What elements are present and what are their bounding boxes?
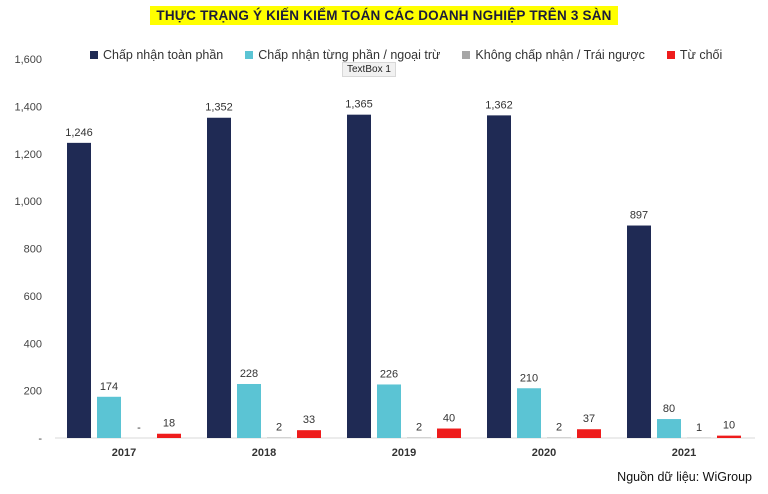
bar: [237, 383, 261, 438]
data-label: 2: [556, 422, 562, 434]
y-tick-label: -: [38, 433, 42, 445]
legend-label-full-acceptance: Chấp nhận toàn phần: [103, 48, 224, 62]
bar: [717, 435, 741, 438]
y-tick-label: 600: [24, 291, 42, 303]
bar: [207, 117, 231, 439]
data-label: 174: [100, 381, 118, 393]
data-label: 33: [303, 414, 315, 426]
legend-label-partial-acceptance: Chấp nhận từng phần / ngoại trừ: [258, 48, 441, 62]
data-label: 1: [696, 422, 702, 434]
y-tick-label: 1,400: [14, 101, 42, 113]
legend-swatch-disclaimer: [666, 51, 675, 59]
y-tick-label: 1,200: [14, 149, 42, 161]
y-tick-label: 400: [24, 338, 42, 350]
legend-swatch-full-acceptance: [90, 51, 98, 59]
data-label: 2: [416, 422, 422, 434]
bar: [377, 384, 401, 438]
bar: [97, 396, 121, 438]
data-label: 1,352: [205, 102, 233, 114]
legend-item-full-acceptance: Chấp nhận toàn phần: [90, 48, 223, 62]
legend-item-adverse: Không chấp nhận / Trái ngược: [462, 48, 645, 62]
legend-swatch-adverse: [462, 51, 471, 59]
data-label: 2: [276, 422, 282, 434]
chart-legend: Chấp nhận toàn phần Chấp nhận từng phần …: [90, 48, 744, 62]
y-tick-label: 200: [24, 386, 42, 398]
data-label: 210: [520, 372, 538, 384]
data-label: 226: [380, 368, 398, 380]
x-tick-label: 2020: [532, 447, 556, 459]
bar: [437, 428, 461, 438]
data-label: 10: [723, 420, 735, 432]
data-label: 1,362: [485, 99, 513, 111]
bar: [297, 430, 321, 438]
data-label: 1,246: [65, 127, 93, 139]
bar: [487, 115, 511, 438]
bar: [347, 114, 371, 439]
legend-item-partial-acceptance: Chấp nhận từng phần / ngoại trừ: [245, 48, 440, 62]
legend-item-disclaimer: Từ chối: [666, 48, 723, 62]
x-tick-label: 2021: [672, 447, 696, 459]
textbox-tooltip: TextBox 1: [342, 62, 396, 77]
chart-title: THỰC TRẠNG Ý KIẾN KIỂM TOÁN CÁC DOANH NG…: [150, 6, 618, 25]
x-tick-label: 2017: [112, 447, 136, 459]
data-label: -: [137, 422, 141, 434]
legend-label-adverse: Không chấp nhận / Trái ngược: [475, 48, 645, 62]
bar: [157, 433, 181, 438]
y-tick-label: 1,000: [14, 196, 42, 208]
y-tick-label: 800: [24, 244, 42, 256]
bar: [577, 429, 601, 438]
y-tick-label: 1,600: [14, 54, 42, 66]
legend-swatch-partial-acceptance: [245, 51, 254, 59]
bar: [67, 142, 91, 438]
data-label: 1,365: [345, 99, 373, 111]
data-label: 40: [443, 413, 455, 425]
bar: [627, 225, 651, 438]
data-label: 897: [630, 210, 648, 222]
data-label: 18: [163, 418, 175, 430]
x-tick-label: 2019: [392, 447, 416, 459]
bar: [657, 419, 681, 438]
data-label: 37: [583, 413, 595, 425]
data-label: 228: [240, 368, 258, 380]
bar: [517, 388, 541, 438]
data-source: Nguồn dữ liệu: WiGroup: [617, 470, 752, 484]
x-tick-label: 2018: [252, 447, 276, 459]
data-label: 80: [663, 403, 675, 415]
legend-label-disclaimer: Từ chối: [679, 48, 723, 62]
